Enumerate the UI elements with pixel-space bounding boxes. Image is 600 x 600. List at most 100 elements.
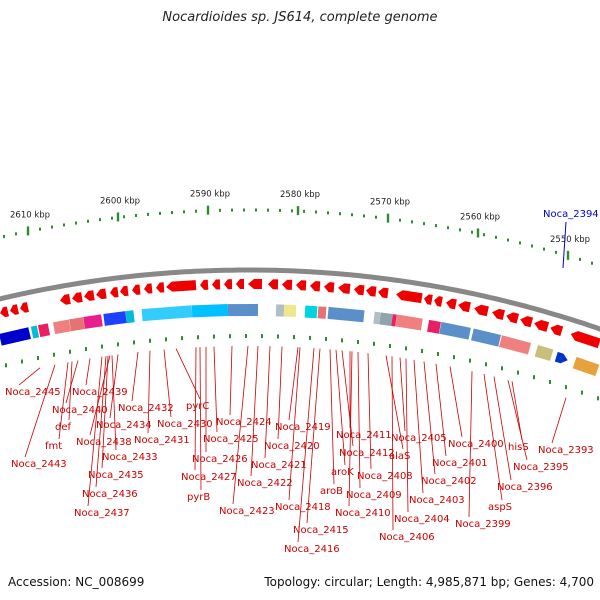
gene-label[interactable]: Noca_2404 bbox=[394, 514, 450, 525]
reverse-gene-arrow[interactable] bbox=[445, 298, 457, 310]
reverse-gene-arrow[interactable] bbox=[71, 292, 83, 303]
gene-label[interactable]: Noca_2401 bbox=[432, 458, 488, 469]
reverse-gene-arrow-shape[interactable] bbox=[131, 284, 141, 296]
gene-block[interactable] bbox=[498, 335, 532, 355]
gene-label[interactable]: Noca_2435 bbox=[88, 470, 144, 481]
gene-label[interactable]: Noca_2425 bbox=[203, 434, 259, 445]
gene-block[interactable] bbox=[395, 314, 423, 331]
reverse-gene-arrow-shape[interactable] bbox=[19, 302, 29, 313]
gene-label[interactable]: Noca_2418 bbox=[275, 502, 331, 513]
reverse-gene-arrow[interactable] bbox=[224, 279, 233, 290]
reverse-gene-arrow[interactable] bbox=[296, 280, 307, 291]
gene-label[interactable]: Noca_2432 bbox=[118, 403, 174, 414]
reverse-gene-arrow[interactable] bbox=[433, 295, 443, 307]
gene-label[interactable]: Noca_2436 bbox=[82, 489, 138, 500]
reverse-gene-arrow-shape[interactable] bbox=[505, 311, 520, 324]
gene-label[interactable]: fmt bbox=[45, 441, 62, 452]
gene-label[interactable]: def bbox=[55, 422, 72, 433]
gene-block[interactable] bbox=[534, 344, 554, 362]
reverse-gene-arrow[interactable] bbox=[19, 302, 29, 313]
reverse-gene-arrow-shape[interactable] bbox=[119, 285, 129, 297]
gene-block[interactable] bbox=[0, 327, 31, 346]
gene-label[interactable]: Noca_2420 bbox=[264, 441, 320, 452]
gene-label[interactable]: aroK bbox=[331, 467, 354, 478]
gene-label[interactable]: aroB bbox=[320, 486, 343, 497]
reverse-gene-arrow-shape[interactable] bbox=[9, 304, 19, 316]
reverse-gene-arrow-shape[interactable] bbox=[156, 282, 165, 293]
gene-label[interactable]: Noca_2409 bbox=[346, 490, 402, 501]
reverse-gene-arrow-shape[interactable] bbox=[433, 295, 443, 307]
gene-block[interactable] bbox=[283, 304, 297, 318]
reverse-gene-arrow[interactable] bbox=[282, 279, 293, 290]
reverse-gene-arrow-shape[interactable] bbox=[59, 294, 71, 306]
reverse-gene-arrow[interactable] bbox=[0, 306, 10, 319]
reverse-gene-arrow-shape[interactable] bbox=[144, 283, 153, 294]
reverse-gene-arrow-shape[interactable] bbox=[310, 281, 321, 292]
gene-block[interactable] bbox=[379, 312, 393, 326]
reverse-gene-arrow-shape[interactable] bbox=[324, 282, 335, 293]
reverse-gene-arrow-shape[interactable] bbox=[236, 278, 245, 289]
forward-gene-arrow-shape[interactable] bbox=[554, 351, 569, 365]
reverse-gene-arrow-shape[interactable] bbox=[338, 283, 351, 294]
reverse-gene-arrow[interactable] bbox=[95, 288, 107, 300]
gene-block[interactable] bbox=[439, 321, 471, 340]
reverse-gene-arrow-shape[interactable] bbox=[365, 286, 377, 297]
reverse-gene-arrow-shape[interactable] bbox=[533, 318, 550, 332]
gene-block[interactable] bbox=[53, 319, 71, 335]
gene-label[interactable]: alaS bbox=[389, 451, 410, 462]
reverse-gene-arrow-shape[interactable] bbox=[491, 307, 506, 320]
gene-label[interactable]: Noca_2427 bbox=[181, 472, 237, 483]
gene-block[interactable] bbox=[37, 323, 51, 338]
reverse-gene-arrow[interactable] bbox=[109, 287, 119, 298]
gene-block[interactable] bbox=[83, 314, 103, 329]
reverse-gene-arrow-shape[interactable] bbox=[296, 280, 307, 291]
gene-label[interactable]: Noca_2395 bbox=[513, 462, 569, 473]
gene-label[interactable]: Noca_2424 bbox=[216, 417, 272, 428]
reverse-gene-arrow[interactable] bbox=[549, 323, 564, 337]
gene-label[interactable]: Noca_2419 bbox=[275, 422, 331, 433]
gene-block[interactable] bbox=[227, 303, 259, 317]
reverse-gene-arrow-shape[interactable] bbox=[473, 303, 489, 317]
gene-label[interactable]: Noca_2393 bbox=[538, 445, 594, 456]
gene-label[interactable]: Noca_2405 bbox=[391, 433, 447, 444]
reverse-gene-arrow-shape[interactable] bbox=[445, 298, 457, 310]
reverse-gene-arrow[interactable] bbox=[236, 278, 245, 289]
reverse-gene-arrow-shape[interactable] bbox=[83, 290, 95, 301]
reverse-gene-arrow[interactable] bbox=[423, 294, 433, 305]
reverse-gene-arrow[interactable] bbox=[268, 279, 279, 290]
reverse-gene-arrow[interactable] bbox=[144, 283, 153, 294]
reverse-gene-arrow-shape[interactable] bbox=[109, 287, 119, 298]
reverse-gene-arrow-shape[interactable] bbox=[549, 323, 564, 337]
gene-label[interactable]: pyrB bbox=[187, 492, 210, 503]
gene-label[interactable]: Noca_2406 bbox=[379, 532, 435, 543]
gene-block[interactable] bbox=[373, 311, 381, 325]
reverse-gene-arrow[interactable] bbox=[310, 281, 321, 292]
gene-label[interactable]: Noca_2433 bbox=[102, 452, 158, 463]
gene-label[interactable]: Noca_2423 bbox=[219, 506, 275, 517]
gene-label[interactable]: Noca_2415 bbox=[293, 525, 349, 536]
gene-block[interactable] bbox=[427, 319, 441, 334]
gene-label[interactable]: Noca_2400 bbox=[448, 439, 504, 450]
gene-label[interactable]: Noca_2396 bbox=[497, 482, 553, 493]
reverse-gene-arrow-shape[interactable] bbox=[423, 294, 433, 305]
gene-block[interactable] bbox=[125, 310, 135, 324]
gene-label[interactable]: Noca_2422 bbox=[237, 478, 293, 489]
reverse-gene-arrow[interactable] bbox=[473, 303, 489, 317]
gene-block[interactable] bbox=[69, 317, 85, 332]
gene-block[interactable] bbox=[391, 314, 397, 327]
reverse-gene-arrow[interactable] bbox=[395, 289, 423, 304]
gene-label[interactable]: Noca_2410 bbox=[335, 508, 391, 519]
gene-label[interactable]: Noca_2439 bbox=[72, 387, 128, 398]
gene-block[interactable] bbox=[191, 304, 229, 318]
reverse-gene-arrow-shape[interactable] bbox=[354, 284, 365, 296]
reverse-gene-arrow[interactable] bbox=[248, 278, 263, 290]
reverse-gene-arrow-shape[interactable] bbox=[212, 279, 221, 290]
gene-label[interactable]: Noca_2440 bbox=[52, 405, 108, 416]
gene-block[interactable] bbox=[572, 356, 600, 377]
reverse-gene-arrow[interactable] bbox=[491, 307, 506, 320]
gene-block[interactable] bbox=[275, 304, 285, 317]
reverse-gene-arrow[interactable] bbox=[569, 329, 600, 349]
reverse-gene-arrow-shape[interactable] bbox=[268, 279, 279, 290]
gene-label[interactable]: Noca_2411 bbox=[336, 430, 392, 441]
